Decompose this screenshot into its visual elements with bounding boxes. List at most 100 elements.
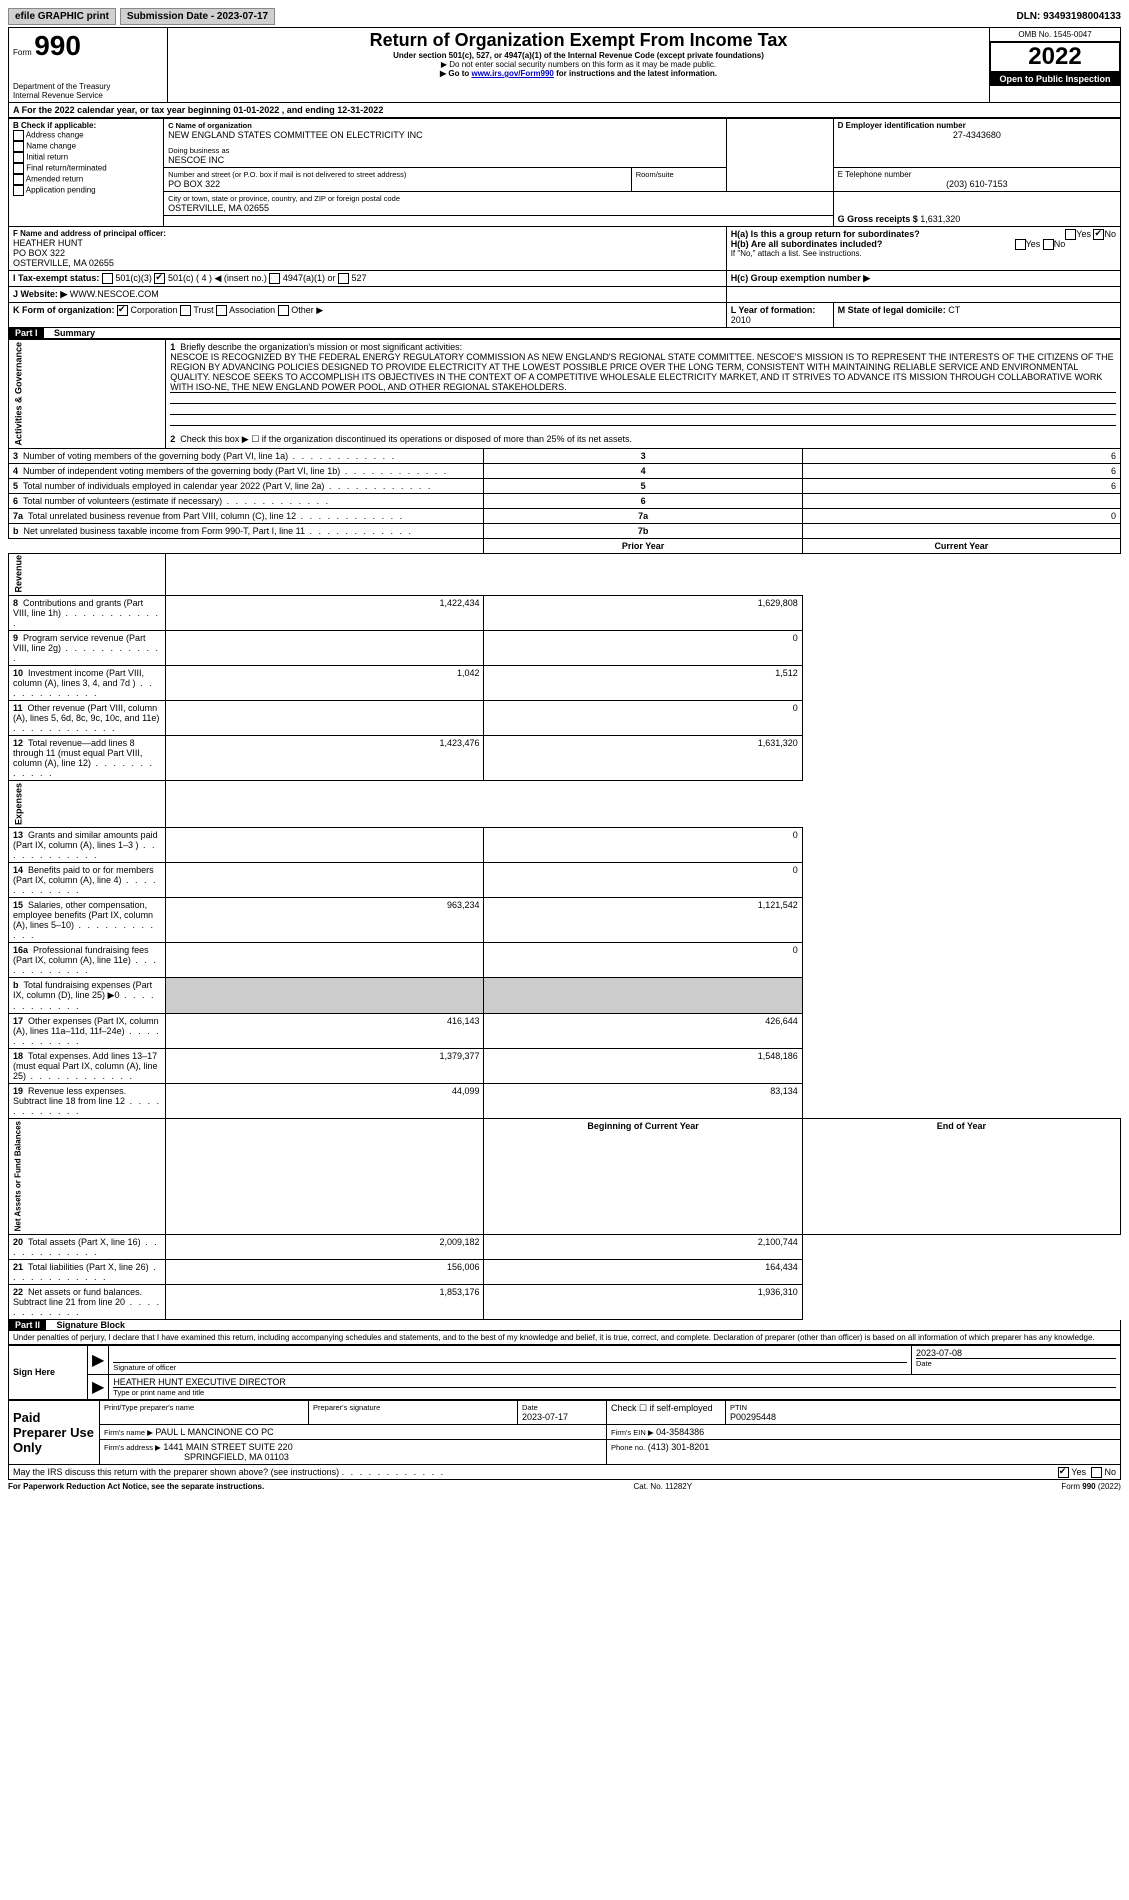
- discuss-label: May the IRS discuss this return with the…: [13, 1467, 339, 1477]
- summary-row: 17 Other expenses (Part IX, column (A), …: [9, 1014, 1121, 1049]
- ha-yes-checkbox[interactable]: [1065, 229, 1076, 240]
- city-label: City or town, state or province, country…: [168, 194, 829, 203]
- hdr-begin: Beginning of Current Year: [484, 1119, 802, 1234]
- summary-row: 5 Total number of individuals employed i…: [9, 478, 1121, 493]
- q1-label: Briefly describe the organization's miss…: [180, 342, 462, 352]
- firm-phone: (413) 301-8201: [648, 1442, 710, 1452]
- signature-table: Sign Here ▶ Signature of officer 2023-07…: [8, 1345, 1121, 1400]
- 501c3-checkbox[interactable]: [102, 273, 113, 284]
- box-b-checkbox[interactable]: [13, 163, 24, 174]
- summary-row: 20 Total assets (Part X, line 16)2,009,1…: [9, 1234, 1121, 1259]
- box-b-checkbox[interactable]: [13, 185, 24, 196]
- summary-row: 13 Grants and similar amounts paid (Part…: [9, 828, 1121, 863]
- line-a: A For the 2022 calendar year, or tax yea…: [8, 103, 1121, 118]
- sig-date-value: 2023-07-08: [916, 1348, 1116, 1358]
- box-e-label: E Telephone number: [838, 170, 1116, 179]
- ein-value: 27-4343680: [838, 130, 1116, 140]
- form-header: Form 990 Department of the Treasury Inte…: [8, 27, 1121, 103]
- trust-checkbox[interactable]: [180, 305, 191, 316]
- dln-label: DLN: 93493198004133: [1016, 11, 1121, 22]
- box-b-checkbox[interactable]: [13, 174, 24, 185]
- box-m-label: M State of legal domicile:: [838, 305, 946, 315]
- firm-name: PAUL L MANCINONE CO PC: [155, 1427, 273, 1437]
- pra-notice: For Paperwork Reduction Act Notice, see …: [8, 1482, 264, 1491]
- sig-officer-label: Signature of officer: [113, 1363, 907, 1372]
- officer-name: HEATHER HUNT: [13, 238, 722, 248]
- website-value: WWW.NESCOE.COM: [70, 289, 159, 299]
- open-public-badge: Open to Public Inspection: [990, 72, 1120, 86]
- box-l-label: L Year of formation:: [731, 305, 816, 315]
- prep-sig-label: Preparer's signature: [313, 1403, 513, 1412]
- box-b-checkbox[interactable]: [13, 130, 24, 141]
- 501c-checkbox[interactable]: [154, 273, 165, 284]
- form-number: 990: [34, 30, 81, 61]
- dba-value: NESCOE INC: [168, 155, 722, 165]
- city-value: OSTERVILLE, MA 02655: [168, 203, 829, 213]
- summary-row: 16a Professional fundraising fees (Part …: [9, 943, 1121, 978]
- summary-row: 7a Total unrelated business revenue from…: [9, 508, 1121, 523]
- officer-addr1: PO BOX 322: [13, 248, 722, 258]
- summary-row: 4 Number of independent voting members o…: [9, 463, 1121, 478]
- efile-print-button[interactable]: efile GRAPHIC print: [8, 8, 116, 25]
- summary-row: 10 Investment income (Part VIII, column …: [9, 666, 1121, 701]
- part1-label: Part I: [9, 327, 44, 339]
- box-j-label: J Website: ▶: [13, 289, 67, 299]
- q2-label: Check this box ▶ ☐ if the organization d…: [180, 434, 632, 444]
- arrow-icon: ▶: [88, 1345, 109, 1374]
- box-c-label: C Name of organization: [168, 121, 722, 130]
- dept-treasury: Department of the Treasury: [13, 82, 163, 91]
- summary-row: 3 Number of voting members of the govern…: [9, 448, 1121, 463]
- part2-label: Part II: [9, 1319, 46, 1331]
- assoc-checkbox[interactable]: [216, 305, 227, 316]
- ha-no-checkbox[interactable]: [1093, 229, 1104, 240]
- hdr-prior: Prior Year: [484, 538, 802, 553]
- form-label: Form: [13, 48, 32, 57]
- summary-row: 12 Total revenue—add lines 8 through 11 …: [9, 736, 1121, 781]
- box-b-item: Amended return: [13, 174, 159, 185]
- box-i-label: I Tax-exempt status:: [13, 273, 99, 283]
- h-a: H(a) Is this a group return for subordin…: [731, 229, 1116, 239]
- h-b: H(b) Are all subordinates included? Yes …: [731, 239, 1116, 249]
- box-b-item: Name change: [13, 141, 159, 152]
- arrow-icon: ▶: [88, 1374, 109, 1399]
- side-revenue: Revenue: [9, 553, 166, 596]
- box-b-item: Address change: [13, 130, 159, 141]
- part1-table: Activities & Governance 1 Briefly descri…: [8, 339, 1121, 1320]
- sig-date-label: Date: [916, 1359, 1116, 1368]
- h-c: H(c) Group exemption number ▶: [731, 273, 870, 283]
- summary-row: 22 Net assets or fund balances. Subtract…: [9, 1284, 1121, 1319]
- hb-no-checkbox[interactable]: [1043, 239, 1054, 250]
- box-b-checkbox[interactable]: [13, 152, 24, 163]
- summary-row: 15 Salaries, other compensation, employe…: [9, 898, 1121, 943]
- irs-link[interactable]: www.irs.gov/Form990: [471, 69, 553, 78]
- ssn-note: ▶ Do not enter social security numbers o…: [172, 60, 985, 69]
- tax-year: 2022: [990, 42, 1120, 72]
- self-emp-label: Check ☐ if self-employed: [607, 1400, 726, 1424]
- h-note: If "No," attach a list. See instructions…: [731, 249, 1116, 258]
- form-subtitle: Under section 501(c), 527, or 4947(a)(1)…: [172, 51, 985, 60]
- discuss-yes-checkbox[interactable]: [1058, 1467, 1069, 1478]
- summary-row: 21 Total liabilities (Part X, line 26)15…: [9, 1259, 1121, 1284]
- identity-grid: B Check if applicable: Address change Na…: [8, 118, 1121, 328]
- street-label: Number and street (or P.O. box if mail i…: [168, 170, 627, 179]
- corp-checkbox[interactable]: [117, 305, 128, 316]
- box-b-item: Final return/terminated: [13, 163, 159, 174]
- other-checkbox[interactable]: [278, 305, 289, 316]
- firm-ein: 04-3584386: [656, 1427, 704, 1437]
- prep-date-label: Date: [522, 1403, 602, 1412]
- box-f-label: F Name and address of principal officer:: [13, 229, 722, 238]
- box-b-checkbox[interactable]: [13, 141, 24, 152]
- officer-typed: HEATHER HUNT EXECUTIVE DIRECTOR: [113, 1377, 1116, 1387]
- hb-yes-checkbox[interactable]: [1015, 239, 1026, 250]
- submission-date-button[interactable]: Submission Date - 2023-07-17: [120, 8, 275, 25]
- 527-checkbox[interactable]: [338, 273, 349, 284]
- prep-name-label: Print/Type preparer's name: [104, 1403, 304, 1412]
- street-value: PO BOX 322: [168, 179, 627, 189]
- side-activities: Activities & Governance: [9, 340, 166, 449]
- discuss-no-checkbox[interactable]: [1091, 1467, 1102, 1478]
- box-g-label: G Gross receipts $: [838, 214, 918, 224]
- 4947-checkbox[interactable]: [269, 273, 280, 284]
- box-k-label: K Form of organization:: [13, 305, 115, 315]
- part1-title: Summary: [46, 328, 95, 338]
- box-b-item: Initial return: [13, 152, 159, 163]
